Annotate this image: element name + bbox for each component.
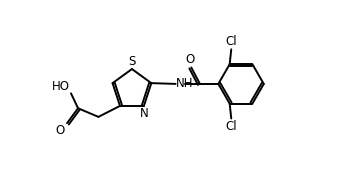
Text: S: S <box>128 55 136 68</box>
Text: O: O <box>186 53 195 66</box>
Text: HO: HO <box>52 80 70 93</box>
Text: Cl: Cl <box>225 120 237 133</box>
Text: Cl: Cl <box>225 35 237 48</box>
Text: O: O <box>56 124 65 137</box>
Text: N: N <box>140 107 149 120</box>
Text: NH: NH <box>176 77 194 90</box>
